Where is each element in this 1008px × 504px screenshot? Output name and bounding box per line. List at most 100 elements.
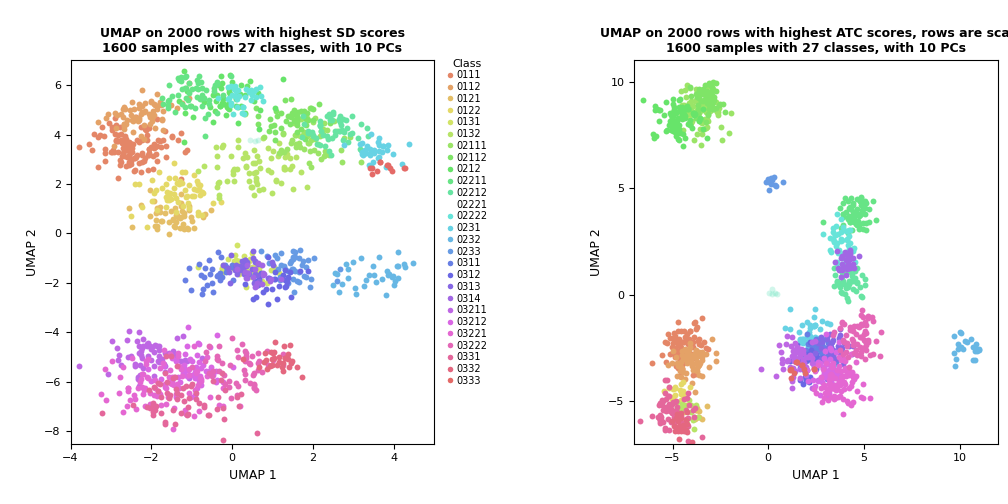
Point <box>689 352 706 360</box>
Point <box>652 106 668 114</box>
Point <box>141 212 157 220</box>
Point <box>220 83 236 91</box>
Point <box>830 393 846 401</box>
Point <box>205 265 221 273</box>
Point <box>98 365 114 373</box>
Point <box>139 403 155 411</box>
Point <box>241 273 257 281</box>
Point <box>784 384 800 392</box>
Point <box>128 405 144 413</box>
Point <box>331 127 347 135</box>
Point <box>715 100 731 108</box>
Point <box>844 277 860 285</box>
Point <box>90 163 106 171</box>
Point <box>382 163 398 171</box>
Point <box>212 401 228 409</box>
Point <box>809 345 826 353</box>
Point <box>677 406 694 414</box>
Point <box>171 76 187 84</box>
Point <box>854 352 870 360</box>
Point <box>831 281 847 289</box>
Point <box>669 117 685 125</box>
Point <box>663 116 679 124</box>
Point <box>229 270 245 278</box>
Point <box>671 356 687 364</box>
Point <box>839 331 855 339</box>
Point <box>673 347 689 355</box>
Point <box>685 406 702 414</box>
Point <box>188 186 205 194</box>
Point <box>949 355 965 363</box>
Point <box>670 435 686 444</box>
Point <box>118 145 134 153</box>
Point <box>794 335 810 343</box>
Point <box>236 366 252 374</box>
Point <box>667 123 683 132</box>
Point <box>790 349 806 357</box>
Point <box>273 123 289 132</box>
Point <box>855 344 871 352</box>
Point <box>690 371 707 379</box>
Point <box>682 358 699 366</box>
Point <box>842 265 858 273</box>
Point <box>317 147 333 155</box>
Point <box>264 285 280 293</box>
Point <box>851 253 867 261</box>
Point <box>127 360 143 368</box>
Point <box>857 355 873 363</box>
Point <box>145 110 161 118</box>
Point <box>814 317 831 325</box>
Point <box>785 373 801 382</box>
Point <box>682 92 699 100</box>
Point <box>681 352 698 360</box>
Point <box>703 81 719 89</box>
Point <box>245 159 261 167</box>
Point <box>210 405 226 413</box>
Point <box>691 125 708 133</box>
Point <box>675 110 691 118</box>
Point <box>840 215 856 223</box>
Point <box>279 150 295 158</box>
Point <box>806 321 823 329</box>
Point <box>848 220 864 228</box>
Point <box>277 265 293 273</box>
Point <box>145 152 161 160</box>
Point <box>215 268 231 276</box>
Point <box>813 348 830 356</box>
Point <box>267 338 283 346</box>
Point <box>364 170 380 178</box>
Point <box>823 361 839 369</box>
Point <box>663 418 679 426</box>
Point <box>296 112 312 120</box>
Point <box>275 350 291 358</box>
Point <box>181 181 198 189</box>
Point <box>313 127 330 135</box>
Point <box>826 238 842 246</box>
Point <box>163 92 179 100</box>
Point <box>362 145 378 153</box>
Point <box>835 373 851 381</box>
Point <box>846 277 862 285</box>
Point <box>833 324 849 332</box>
Point <box>119 153 135 161</box>
Point <box>263 347 279 355</box>
Point <box>812 347 829 355</box>
Point <box>217 380 233 388</box>
Point <box>837 194 853 202</box>
Point <box>188 367 205 375</box>
Point <box>127 395 143 403</box>
Point <box>209 80 225 88</box>
Point <box>792 335 808 343</box>
Point <box>677 107 694 115</box>
Point <box>827 386 843 394</box>
Point <box>855 394 871 402</box>
Point <box>953 343 969 351</box>
Point <box>203 363 219 371</box>
Point <box>299 114 316 122</box>
Point <box>165 347 181 355</box>
Point <box>147 403 163 411</box>
Point <box>679 389 696 397</box>
Point <box>844 264 860 272</box>
Point <box>166 372 182 381</box>
Point <box>831 369 847 377</box>
